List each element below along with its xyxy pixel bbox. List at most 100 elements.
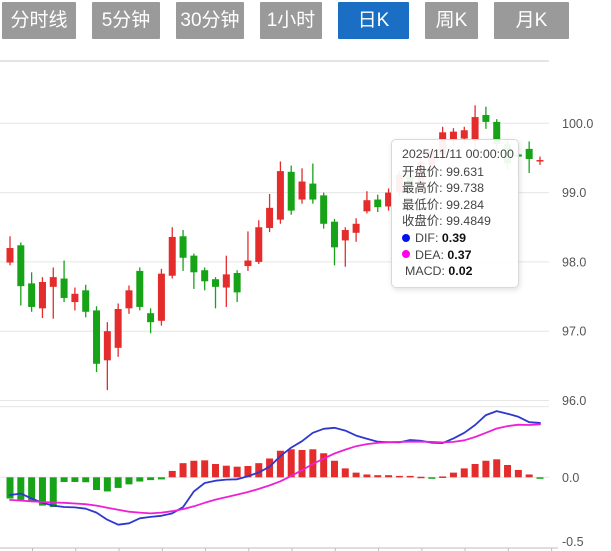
macd-bar: [330, 460, 338, 478]
macd-bar: [147, 477, 155, 481]
macd-bar: [504, 464, 512, 478]
tooltip-high-row: 最高价: 99.738: [402, 180, 508, 197]
period-toolbar: 分时线 5分钟 30分钟 1小时 日K 周K 月K: [2, 2, 585, 39]
macd-bar: [60, 477, 68, 482]
tab-1hour[interactable]: 1小时: [260, 2, 322, 39]
price-axis-label: 99.0: [562, 186, 586, 200]
tooltip-dif-row: DIF: 0.39: [402, 230, 508, 247]
macd-bar: [493, 459, 501, 478]
macd-bar: [395, 475, 403, 478]
tooltip-macd-row: MACD: 0.02: [402, 263, 508, 280]
macd-bar: [179, 463, 187, 478]
macd-bar: [385, 475, 393, 478]
tab-weekly-k[interactable]: 周K: [425, 2, 478, 39]
price-axis-label: 98.0: [562, 255, 586, 269]
candle-body: [168, 236, 176, 276]
candle-body: [212, 279, 220, 287]
tab-daily-k[interactable]: 日K: [338, 2, 409, 39]
macd-axis-label: -0.5: [562, 535, 584, 549]
candle-body: [82, 290, 90, 312]
macd-bar: [168, 470, 176, 478]
macd-bar: [514, 469, 522, 478]
macd-bar: [244, 465, 252, 478]
macd-bar: [287, 449, 295, 478]
tab-5min[interactable]: 5分钟: [92, 2, 160, 39]
candle-body: [190, 255, 198, 273]
candle-body: [157, 273, 165, 321]
macd-histogram: [6, 449, 544, 507]
macd-bar: [49, 477, 57, 507]
candle-body: [222, 274, 230, 288]
macd-bar: [125, 477, 133, 485]
dea-label: DEA:: [415, 247, 444, 262]
macd-bar: [352, 472, 360, 478]
candle-body: [287, 171, 295, 211]
tooltip-low-row: 最低价: 99.284: [402, 197, 508, 214]
candle-body: [136, 270, 144, 307]
macd-bar: [114, 477, 122, 488]
tab-time-share[interactable]: 分时线: [2, 2, 76, 39]
candle-body: [482, 114, 490, 122]
tooltip-open-row: 开盘价: 99.631: [402, 164, 508, 181]
macd-bar: [71, 477, 79, 482]
macd-bar: [17, 477, 25, 500]
candle-body: [363, 200, 371, 212]
low-label: 最低价:: [402, 197, 443, 212]
candle-body: [71, 293, 79, 303]
candle-body: [255, 227, 263, 262]
macd-bar: [341, 468, 349, 478]
candle-body: [309, 183, 317, 200]
tab-30min[interactable]: 30分钟: [176, 2, 244, 39]
candle-body: [49, 277, 57, 287]
dea-dot-icon: [402, 250, 410, 259]
candle-body: [6, 248, 14, 263]
macd-bar: [482, 460, 490, 478]
candle-body: [276, 171, 284, 220]
macd-bar: [363, 474, 371, 478]
candle-body: [147, 313, 155, 323]
high-label: 最高价:: [402, 181, 443, 196]
macd-axis-label: 0.0: [562, 471, 579, 485]
dif-dot-icon: [402, 233, 410, 242]
dea-line: [9, 423, 541, 515]
macd-bar: [212, 464, 220, 478]
tooltip-date: 2025/11/11 00:00:00: [402, 147, 514, 161]
candle-body: [233, 272, 241, 293]
candle-body: [114, 309, 122, 348]
candle-body: [493, 121, 501, 145]
macd-bar: [201, 460, 209, 478]
macd-bar: [471, 464, 479, 478]
candle-body: [536, 160, 544, 162]
candle-body: [449, 131, 457, 141]
open-label: 开盘价:: [402, 164, 443, 179]
macd-bar: [449, 472, 457, 478]
candle-body: [201, 270, 209, 282]
dif-value: 0.39: [441, 230, 466, 245]
macd-bar: [82, 477, 90, 483]
macd-bar: [460, 468, 468, 478]
candle-body: [374, 199, 382, 208]
candle-body: [320, 195, 328, 224]
candle-body: [352, 223, 360, 233]
candle-body: [93, 310, 101, 364]
open-value: 99.631: [446, 164, 484, 179]
dif-line: [9, 410, 541, 526]
tab-monthly-k[interactable]: 月K: [494, 2, 569, 39]
macd-bar: [255, 463, 263, 478]
macd-bar: [374, 475, 382, 478]
candle-body: [341, 230, 349, 241]
macd-bar: [536, 477, 544, 479]
candle-body: [244, 260, 252, 267]
macd-bar: [28, 477, 36, 503]
macd-value: 0.02: [448, 264, 473, 279]
candle-body: [525, 148, 533, 159]
candle-body: [38, 281, 46, 309]
candle-body: [28, 283, 36, 307]
price-axis-label: 96.0: [562, 394, 586, 408]
candle-body: [460, 130, 468, 139]
candle-body: [17, 245, 25, 287]
macd-bar: [428, 477, 436, 479]
macd-label: MACD:: [405, 264, 445, 279]
